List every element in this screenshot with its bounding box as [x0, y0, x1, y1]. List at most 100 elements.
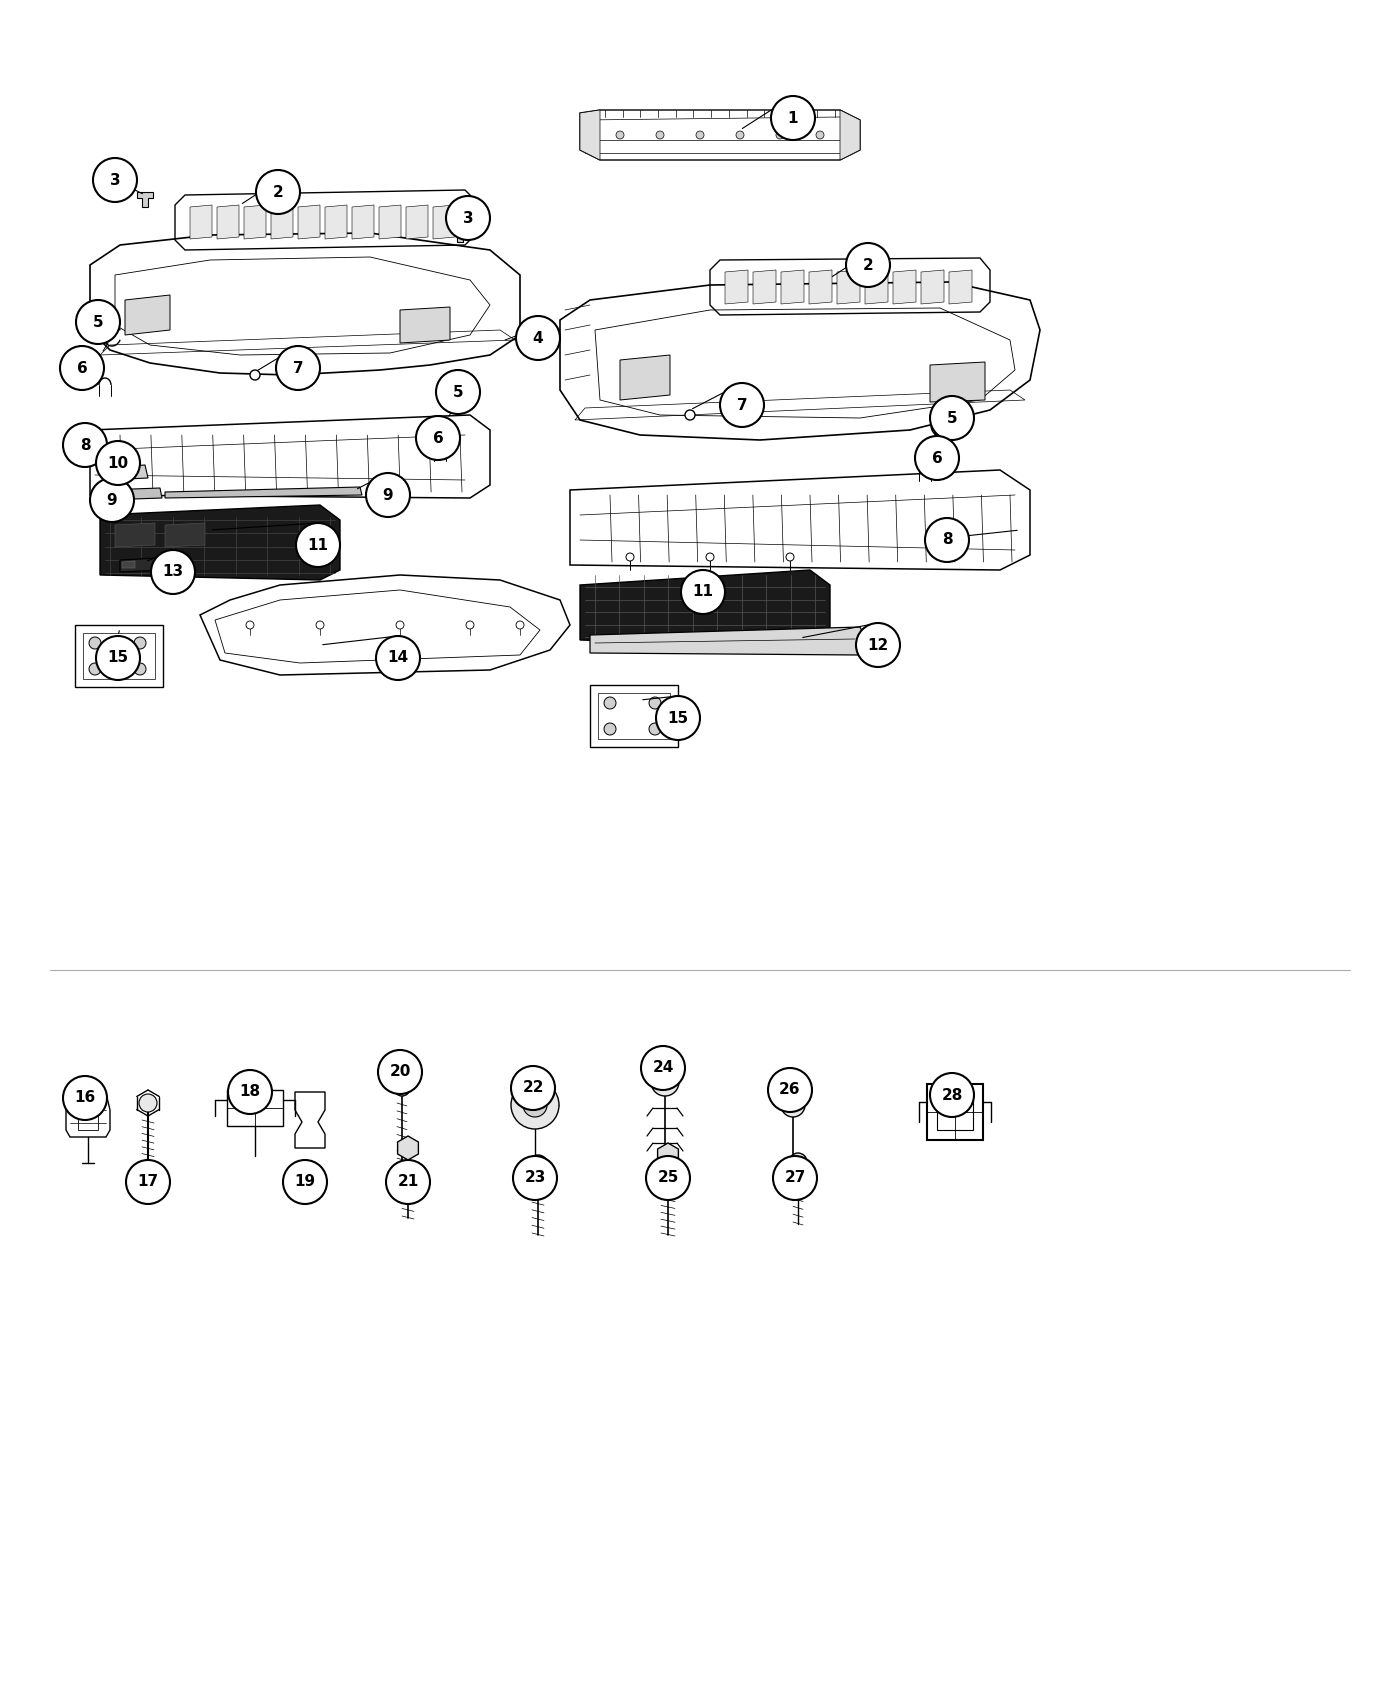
Text: 2: 2 — [273, 185, 283, 199]
Circle shape — [680, 570, 725, 614]
Circle shape — [696, 131, 704, 139]
Text: 21: 21 — [398, 1175, 419, 1190]
Polygon shape — [105, 466, 148, 479]
Circle shape — [785, 552, 794, 561]
Polygon shape — [190, 206, 211, 240]
Text: 6: 6 — [77, 360, 87, 376]
Circle shape — [276, 347, 321, 389]
Circle shape — [365, 473, 410, 517]
Circle shape — [283, 1159, 328, 1204]
Circle shape — [776, 131, 784, 139]
Circle shape — [650, 697, 661, 709]
Circle shape — [378, 1051, 421, 1095]
Circle shape — [641, 1046, 685, 1090]
Polygon shape — [921, 270, 944, 304]
Polygon shape — [325, 206, 347, 240]
Text: 25: 25 — [658, 1171, 679, 1185]
Text: 8: 8 — [80, 437, 91, 452]
Circle shape — [781, 1093, 805, 1117]
Circle shape — [251, 371, 260, 381]
Polygon shape — [298, 206, 321, 240]
Circle shape — [97, 440, 140, 484]
Polygon shape — [272, 206, 293, 240]
Text: 10: 10 — [108, 456, 129, 471]
Circle shape — [790, 1153, 806, 1171]
Polygon shape — [379, 206, 400, 240]
Text: 9: 9 — [382, 488, 393, 503]
Circle shape — [773, 1156, 818, 1200]
Text: 17: 17 — [137, 1175, 158, 1190]
Circle shape — [92, 158, 137, 202]
Polygon shape — [930, 362, 986, 401]
Text: 5: 5 — [92, 314, 104, 330]
Polygon shape — [244, 206, 266, 240]
Circle shape — [736, 131, 743, 139]
Circle shape — [517, 620, 524, 629]
Polygon shape — [122, 561, 134, 568]
Circle shape — [63, 1076, 106, 1120]
Polygon shape — [781, 270, 804, 304]
Circle shape — [524, 1093, 547, 1117]
Text: 7: 7 — [736, 398, 748, 413]
Polygon shape — [351, 206, 374, 240]
Circle shape — [447, 196, 490, 240]
Circle shape — [63, 423, 106, 468]
Circle shape — [511, 1066, 554, 1110]
Text: 23: 23 — [525, 1171, 546, 1185]
Circle shape — [60, 347, 104, 389]
Circle shape — [930, 1073, 974, 1117]
Circle shape — [377, 636, 420, 680]
Polygon shape — [620, 355, 671, 400]
Text: 7: 7 — [293, 360, 304, 376]
Circle shape — [126, 1159, 169, 1204]
Text: 1: 1 — [788, 110, 798, 126]
Text: 3: 3 — [109, 172, 120, 187]
Polygon shape — [433, 206, 455, 240]
Circle shape — [531, 1100, 540, 1110]
Circle shape — [393, 1080, 410, 1096]
Polygon shape — [452, 228, 468, 241]
Circle shape — [916, 435, 959, 479]
Text: 24: 24 — [652, 1061, 673, 1076]
Circle shape — [788, 1100, 798, 1110]
Circle shape — [771, 95, 815, 139]
Circle shape — [90, 663, 101, 675]
Polygon shape — [105, 488, 162, 500]
Text: 11: 11 — [693, 585, 714, 600]
Polygon shape — [165, 486, 363, 498]
Circle shape — [528, 1154, 547, 1175]
Circle shape — [645, 1156, 690, 1200]
Polygon shape — [217, 206, 239, 240]
Circle shape — [769, 1068, 812, 1112]
Circle shape — [396, 620, 405, 629]
Circle shape — [517, 316, 560, 360]
Text: 15: 15 — [668, 711, 689, 726]
Circle shape — [626, 552, 634, 561]
Polygon shape — [580, 570, 830, 648]
Circle shape — [925, 518, 969, 563]
Polygon shape — [406, 206, 428, 240]
Polygon shape — [658, 1142, 679, 1166]
Text: 11: 11 — [308, 537, 329, 553]
Circle shape — [685, 410, 694, 420]
Circle shape — [316, 620, 323, 629]
Text: 16: 16 — [74, 1090, 95, 1105]
Polygon shape — [865, 270, 888, 304]
Circle shape — [816, 131, 825, 139]
Circle shape — [435, 371, 480, 415]
Circle shape — [295, 524, 340, 568]
Polygon shape — [99, 505, 340, 580]
Polygon shape — [580, 110, 601, 160]
Circle shape — [416, 416, 461, 461]
Text: 28: 28 — [941, 1088, 963, 1103]
Text: 26: 26 — [780, 1083, 801, 1098]
Polygon shape — [589, 627, 865, 654]
Circle shape — [706, 552, 714, 561]
Circle shape — [659, 1076, 671, 1088]
Circle shape — [650, 722, 661, 734]
Circle shape — [720, 382, 764, 427]
Circle shape — [134, 638, 146, 649]
Circle shape — [97, 636, 140, 680]
Polygon shape — [137, 192, 153, 207]
Circle shape — [603, 722, 616, 734]
